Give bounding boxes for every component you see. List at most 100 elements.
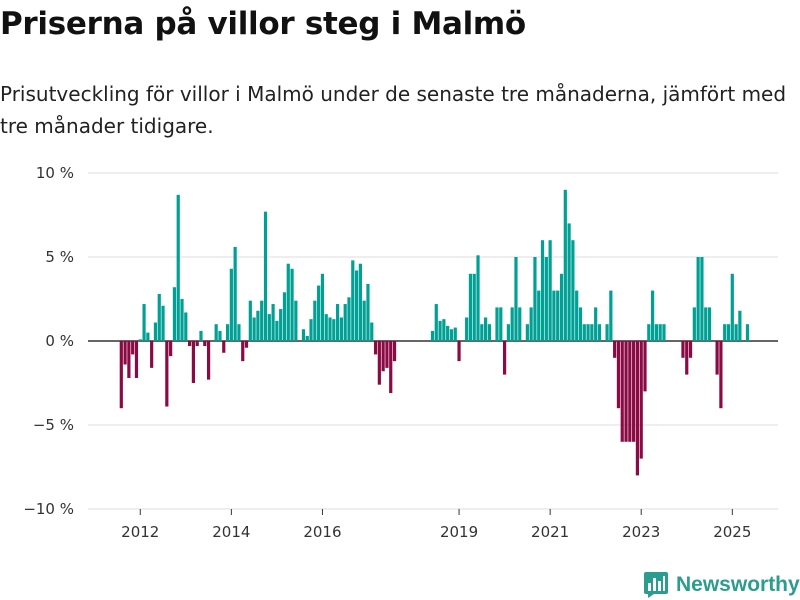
bar	[480, 324, 484, 341]
bar	[233, 246, 237, 341]
bar	[218, 330, 222, 341]
bar	[392, 341, 397, 362]
bar	[651, 290, 655, 341]
bar	[586, 324, 590, 341]
bar	[681, 341, 685, 358]
bar	[206, 341, 211, 380]
bar	[518, 307, 522, 341]
bar	[692, 307, 696, 341]
bar	[282, 292, 287, 341]
bar	[267, 314, 271, 341]
bar	[552, 290, 556, 341]
bar	[484, 317, 488, 341]
bar	[256, 310, 260, 341]
bar	[654, 324, 658, 341]
bar	[370, 322, 374, 341]
bar	[241, 341, 245, 362]
bar	[172, 287, 177, 341]
bar	[643, 341, 647, 392]
bar	[696, 257, 700, 341]
y-tick-label: −10 %	[23, 500, 74, 518]
bar	[514, 257, 518, 341]
bar	[476, 255, 480, 341]
bar	[730, 273, 734, 341]
y-tick-label: 10 %	[36, 164, 74, 182]
bar	[700, 257, 704, 341]
bar	[537, 290, 541, 341]
x-tick-label: 2025	[713, 523, 751, 541]
chart-title: Priserna på villor steg i Malmö	[0, 6, 526, 42]
bar	[184, 312, 188, 341]
bar	[290, 268, 294, 341]
bar	[222, 341, 226, 353]
bar	[134, 341, 139, 378]
bar	[609, 290, 613, 341]
bar	[131, 341, 135, 355]
bar	[449, 329, 454, 341]
bar	[590, 324, 594, 341]
bar	[745, 324, 750, 341]
bar	[146, 332, 150, 341]
bar	[199, 330, 203, 341]
bar	[123, 341, 127, 365]
bar	[457, 341, 461, 362]
bar	[142, 304, 146, 341]
bar	[195, 341, 199, 347]
bar	[544, 257, 548, 341]
bar	[502, 341, 507, 375]
bar	[556, 290, 560, 341]
x-tick-label: 2014	[212, 523, 250, 541]
bar	[275, 320, 279, 341]
bar	[688, 341, 693, 358]
bar	[328, 317, 332, 341]
x-tick-label: 2016	[303, 523, 341, 541]
bar	[165, 341, 169, 407]
newsworthy-logo-icon	[644, 572, 668, 598]
bar	[191, 341, 195, 383]
x-tick-label: 2021	[531, 523, 569, 541]
bar	[446, 325, 450, 341]
bar	[309, 319, 313, 341]
bar	[157, 293, 161, 341]
bar	[301, 329, 306, 341]
bar	[271, 304, 275, 341]
bar	[354, 270, 359, 341]
bar	[153, 322, 158, 341]
y-axis-labels: 10 % 5 % 0 % −5 % −10 %	[23, 164, 74, 518]
bar	[188, 341, 192, 347]
bar	[169, 341, 173, 357]
x-axis-labels: 2012 2014 2016 2019 2021 2023 2025	[121, 509, 751, 541]
bar	[138, 339, 142, 341]
bar	[704, 307, 708, 341]
bar	[317, 285, 321, 341]
bar	[597, 324, 602, 341]
bar	[180, 299, 184, 341]
bar	[533, 257, 537, 341]
bar	[647, 324, 651, 341]
bar	[381, 341, 385, 372]
bar	[468, 273, 473, 341]
bar	[358, 263, 362, 341]
bar	[567, 223, 571, 341]
bar	[161, 305, 165, 341]
bar	[127, 341, 131, 378]
bar	[465, 317, 469, 341]
bar	[624, 341, 628, 442]
bar	[613, 341, 617, 358]
bar	[203, 341, 207, 347]
bar	[719, 341, 723, 409]
y-tick-label: −5 %	[33, 416, 74, 434]
bar	[252, 317, 256, 341]
bar	[548, 240, 552, 341]
annotations: 1 %	[745, 0, 774, 4]
bar	[658, 324, 662, 341]
bar	[214, 324, 218, 341]
y-tick-label: 0 %	[45, 332, 74, 350]
bar	[715, 341, 719, 375]
bar	[571, 240, 575, 341]
bar	[628, 341, 632, 442]
bar	[734, 324, 738, 341]
x-tick-label: 2023	[622, 523, 660, 541]
bar	[279, 309, 283, 341]
bar	[594, 307, 598, 341]
